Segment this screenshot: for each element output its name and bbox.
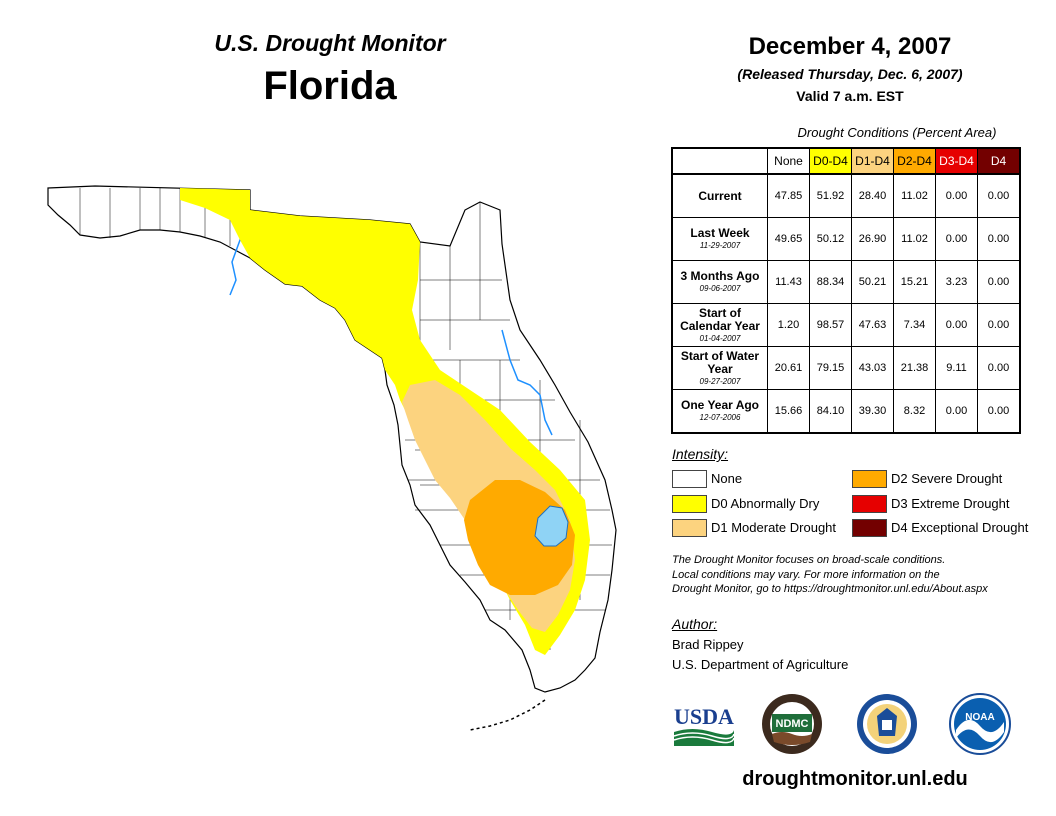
svg-text:NOAA: NOAA (965, 712, 994, 723)
legend-swatch (672, 470, 707, 488)
svg-text:NDMC: NDMC (776, 718, 809, 730)
table-cell: 0.00 (977, 217, 1021, 261)
table-cell: 1.20 (767, 303, 810, 347)
table-cell: 0.00 (977, 260, 1021, 304)
florida-outline (47, 185, 617, 693)
florida-drought-map (47, 185, 617, 731)
table-cell: 88.34 (809, 260, 852, 304)
table-cell: 49.65 (767, 217, 810, 261)
legend-label: D3 Extreme Drought (891, 496, 1010, 511)
legend-swatch (672, 519, 707, 537)
col-none: None (767, 147, 810, 175)
legend-label: D4 Exceptional Drought (891, 520, 1029, 535)
drought-conditions-table: None D0-D4 D1-D4 D2-D4 D3-D4 D4 Current … (671, 147, 1021, 434)
table-row: Current 47.85 51.92 28.40 11.02 0.00 0.0… (671, 173, 1021, 218)
monitor-title: U.S. Drought Monitor (214, 30, 446, 56)
lake-okeechobee (534, 505, 569, 547)
table-row: Start of Calendar Year 01-04-2007 1.20 98… (671, 303, 1021, 347)
map-date: December 4, 2007 (748, 33, 952, 60)
row-label: Current (671, 173, 768, 218)
table-cell: 98.57 (809, 303, 852, 347)
website-link[interactable]: droughtmonitor.unl.edu (742, 768, 968, 790)
row-label: Last Week 11-29-2007 (671, 217, 768, 261)
table-cell: 79.15 (809, 346, 852, 390)
table-cell: 51.92 (809, 173, 852, 218)
table-cell: 11.02 (893, 217, 936, 261)
row-label: 3 Months Ago 09-06-2007 (671, 260, 768, 304)
table-caption: Drought Conditions (Percent Area) (797, 125, 997, 140)
doc-seal-logo (857, 694, 917, 754)
legend-label: D2 Severe Drought (891, 471, 1003, 486)
note-line: The Drought Monitor focuses on broad-sca… (672, 554, 946, 566)
table-cell: 26.90 (851, 217, 894, 261)
col-d4: D4 (977, 147, 1021, 175)
legend-label: D0 Abnormally Dry (711, 496, 820, 511)
table-cell: 0.00 (935, 217, 978, 261)
table-cell: 47.85 (767, 173, 810, 218)
row-label: Start of Water Year 09-27-2007 (671, 346, 768, 390)
table-cell: 0.00 (935, 303, 978, 347)
col-d0-d4: D0-D4 (809, 147, 852, 175)
note-line: Local conditions may vary. For more info… (672, 568, 940, 581)
table-cell: 50.12 (809, 217, 852, 261)
table-cell: 0.00 (935, 173, 978, 218)
legend-label: D1 Moderate Drought (711, 520, 837, 535)
note-line: Drought Monitor, go to https://droughtmo… (672, 583, 988, 595)
legend-swatch (852, 495, 887, 513)
disclaimer-note: The Drought Monitor focuses on broad-sca… (672, 553, 1042, 597)
table-cell: 0.00 (977, 346, 1021, 390)
table-cell: 0.00 (977, 389, 1021, 434)
usda-logo: USDA (673, 704, 735, 746)
col-d1-d4: D1-D4 (851, 147, 894, 175)
table-row: Last Week 11-29-2007 49.65 50.12 26.90 11… (671, 217, 1021, 261)
table-cell: 20.61 (767, 346, 810, 390)
table-cell: 0.00 (977, 303, 1021, 347)
ndmc-logo: NDMC (762, 694, 822, 754)
legend-swatch (672, 495, 707, 513)
table-row: Start of Water Year 09-27-2007 20.61 79.1… (671, 346, 1021, 390)
table-cell: 84.10 (809, 389, 852, 434)
table-cell: 8.32 (893, 389, 936, 434)
valid-time: Valid 7 a.m. EST (796, 88, 904, 104)
legend-swatch (852, 519, 887, 537)
legend-swatch (852, 470, 887, 488)
table-cell: 11.02 (893, 173, 936, 218)
state-title: Florida (263, 64, 397, 108)
row-label: Start of Calendar Year 01-04-2007 (671, 303, 768, 347)
table-row: 3 Months Ago 09-06-2007 11.43 88.34 50.21… (671, 260, 1021, 304)
table-cell: 47.63 (851, 303, 894, 347)
author-name: Brad Rippey (672, 637, 744, 652)
table-cell: 0.00 (935, 389, 978, 434)
table-cell: 9.11 (935, 346, 978, 390)
table-cell: 0.00 (977, 173, 1021, 218)
author-org: U.S. Department of Agriculture (672, 657, 849, 672)
table-cell: 43.03 (851, 346, 894, 390)
table-corner (672, 148, 768, 175)
table-cell: 3.23 (935, 260, 978, 304)
release-date: (Released Thursday, Dec. 6, 2007) (737, 66, 963, 82)
florida-keys (469, 699, 546, 731)
svg-text:USDA: USDA (674, 704, 734, 729)
row-label: One Year Ago 12-07-2006 (671, 389, 768, 434)
table-cell: 11.43 (767, 260, 810, 304)
col-d2-d4: D2-D4 (893, 147, 936, 175)
legend-label: None (711, 471, 743, 486)
legend-heading: Intensity: (672, 446, 729, 462)
table-cell: 7.34 (893, 303, 936, 347)
table-cell: 50.21 (851, 260, 894, 304)
table-cell: 15.21 (893, 260, 936, 304)
table-cell: 39.30 (851, 389, 894, 434)
table-cell: 15.66 (767, 389, 810, 434)
table-row: One Year Ago 12-07-2006 15.66 84.10 39.30… (671, 389, 1021, 434)
col-d3-d4: D3-D4 (935, 147, 978, 175)
table-cell: 28.40 (851, 173, 894, 218)
table-cell: 21.38 (893, 346, 936, 390)
author-heading: Author: (672, 616, 718, 632)
noaa-logo: NOAA (949, 693, 1011, 755)
